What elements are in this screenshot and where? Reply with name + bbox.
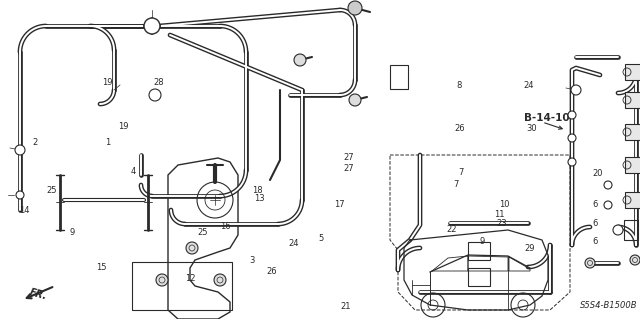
Text: 14: 14 bbox=[19, 206, 29, 215]
Text: 25: 25 bbox=[197, 228, 207, 237]
Text: 1: 1 bbox=[105, 138, 110, 147]
Circle shape bbox=[568, 111, 576, 119]
Circle shape bbox=[156, 274, 168, 286]
Circle shape bbox=[349, 94, 361, 106]
Text: 3: 3 bbox=[249, 256, 254, 265]
Text: 20: 20 bbox=[593, 169, 603, 178]
Text: 9: 9 bbox=[69, 228, 74, 237]
Text: 23: 23 bbox=[497, 219, 507, 228]
Text: 28: 28 bbox=[154, 78, 164, 87]
Bar bbox=[625, 124, 640, 140]
Circle shape bbox=[348, 1, 362, 15]
Circle shape bbox=[149, 89, 161, 101]
Circle shape bbox=[613, 225, 623, 235]
Bar bbox=[624, 220, 638, 240]
Bar bbox=[468, 268, 490, 286]
Text: 19: 19 bbox=[118, 122, 128, 131]
Bar bbox=[625, 64, 640, 80]
Bar bbox=[625, 192, 640, 208]
Circle shape bbox=[294, 54, 306, 66]
Circle shape bbox=[604, 201, 612, 209]
Text: 27: 27 bbox=[344, 153, 354, 162]
Text: 15: 15 bbox=[96, 263, 106, 272]
Text: 26: 26 bbox=[267, 267, 277, 276]
Circle shape bbox=[585, 258, 595, 268]
Circle shape bbox=[630, 255, 640, 265]
Text: 6: 6 bbox=[593, 219, 598, 228]
Text: 5: 5 bbox=[319, 234, 324, 243]
Bar bbox=[468, 242, 490, 260]
Text: 12: 12 bbox=[186, 274, 196, 283]
Text: 30: 30 bbox=[526, 124, 536, 133]
Text: 6: 6 bbox=[593, 237, 598, 246]
Text: 24: 24 bbox=[289, 239, 299, 248]
Circle shape bbox=[571, 85, 581, 95]
Text: 7: 7 bbox=[458, 168, 463, 177]
Text: 9: 9 bbox=[480, 237, 485, 246]
Text: 2: 2 bbox=[32, 138, 37, 147]
Text: 11: 11 bbox=[494, 210, 504, 219]
Text: 6: 6 bbox=[593, 200, 598, 209]
Text: 18: 18 bbox=[252, 186, 262, 195]
Text: B-14-10: B-14-10 bbox=[524, 113, 570, 123]
Text: 29: 29 bbox=[525, 244, 535, 253]
Text: 8: 8 bbox=[457, 81, 462, 90]
Text: 13: 13 bbox=[254, 194, 264, 203]
Circle shape bbox=[604, 181, 612, 189]
Circle shape bbox=[568, 158, 576, 166]
Circle shape bbox=[568, 134, 576, 142]
Bar bbox=[625, 92, 640, 108]
Text: 24: 24 bbox=[524, 81, 534, 90]
Text: S5S4-B1500B: S5S4-B1500B bbox=[580, 301, 637, 310]
Text: 26: 26 bbox=[454, 124, 465, 133]
Text: 4: 4 bbox=[131, 167, 136, 176]
Text: 16: 16 bbox=[220, 222, 230, 231]
Circle shape bbox=[186, 242, 198, 254]
Text: 7: 7 bbox=[453, 180, 458, 189]
Text: 19: 19 bbox=[102, 78, 113, 87]
Circle shape bbox=[214, 274, 226, 286]
Circle shape bbox=[15, 145, 25, 155]
Bar bbox=[390, 65, 408, 89]
Text: 21: 21 bbox=[340, 302, 351, 311]
Bar bbox=[132, 262, 232, 310]
Text: 17: 17 bbox=[334, 200, 344, 209]
Text: 27: 27 bbox=[344, 164, 354, 173]
Circle shape bbox=[144, 18, 160, 34]
Text: FR.: FR. bbox=[28, 287, 48, 301]
Text: 22: 22 bbox=[447, 225, 457, 234]
Bar bbox=[625, 157, 640, 173]
Text: 10: 10 bbox=[499, 200, 509, 209]
Text: 25: 25 bbox=[46, 186, 56, 195]
Circle shape bbox=[16, 191, 24, 199]
